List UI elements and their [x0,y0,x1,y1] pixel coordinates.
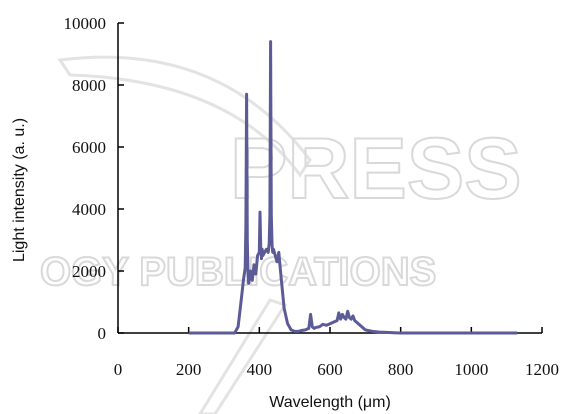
watermark: PRESS OGY PUBLICATIONS [39,55,523,414]
y-tick-label: 10000 [64,14,107,33]
x-axis-title: Wavelength (μm) [269,394,391,411]
x-tick-label: 800 [388,360,414,379]
x-tick-label: 0 [114,360,123,379]
series [188,40,518,335]
watermark-line2: OGY PUBLICATIONS [40,250,436,294]
x-tick-label: 600 [317,360,343,379]
y-axis-title: Light intensity (a. u.) [11,118,28,262]
y-tick-label: 4000 [72,200,106,219]
x-tick-label: 1000 [454,360,488,379]
watermark-swoosh [57,55,312,178]
y-tick-label: 8000 [72,76,106,95]
y-tick-label: 2000 [72,262,106,281]
x-tick-label: 1200 [525,360,559,379]
y-tick-label: 6000 [72,138,106,157]
ticks: 0 2000 4000 6000 8000 10000 0 200 400 600 800 1000 1… [64,14,560,379]
watermark-line1: PRESS [230,121,522,217]
y-tick-label: 0 [98,324,107,343]
x-tick-label: 200 [176,360,202,379]
x-tick-label: 400 [247,360,273,379]
spectrum-series-line [188,40,518,335]
